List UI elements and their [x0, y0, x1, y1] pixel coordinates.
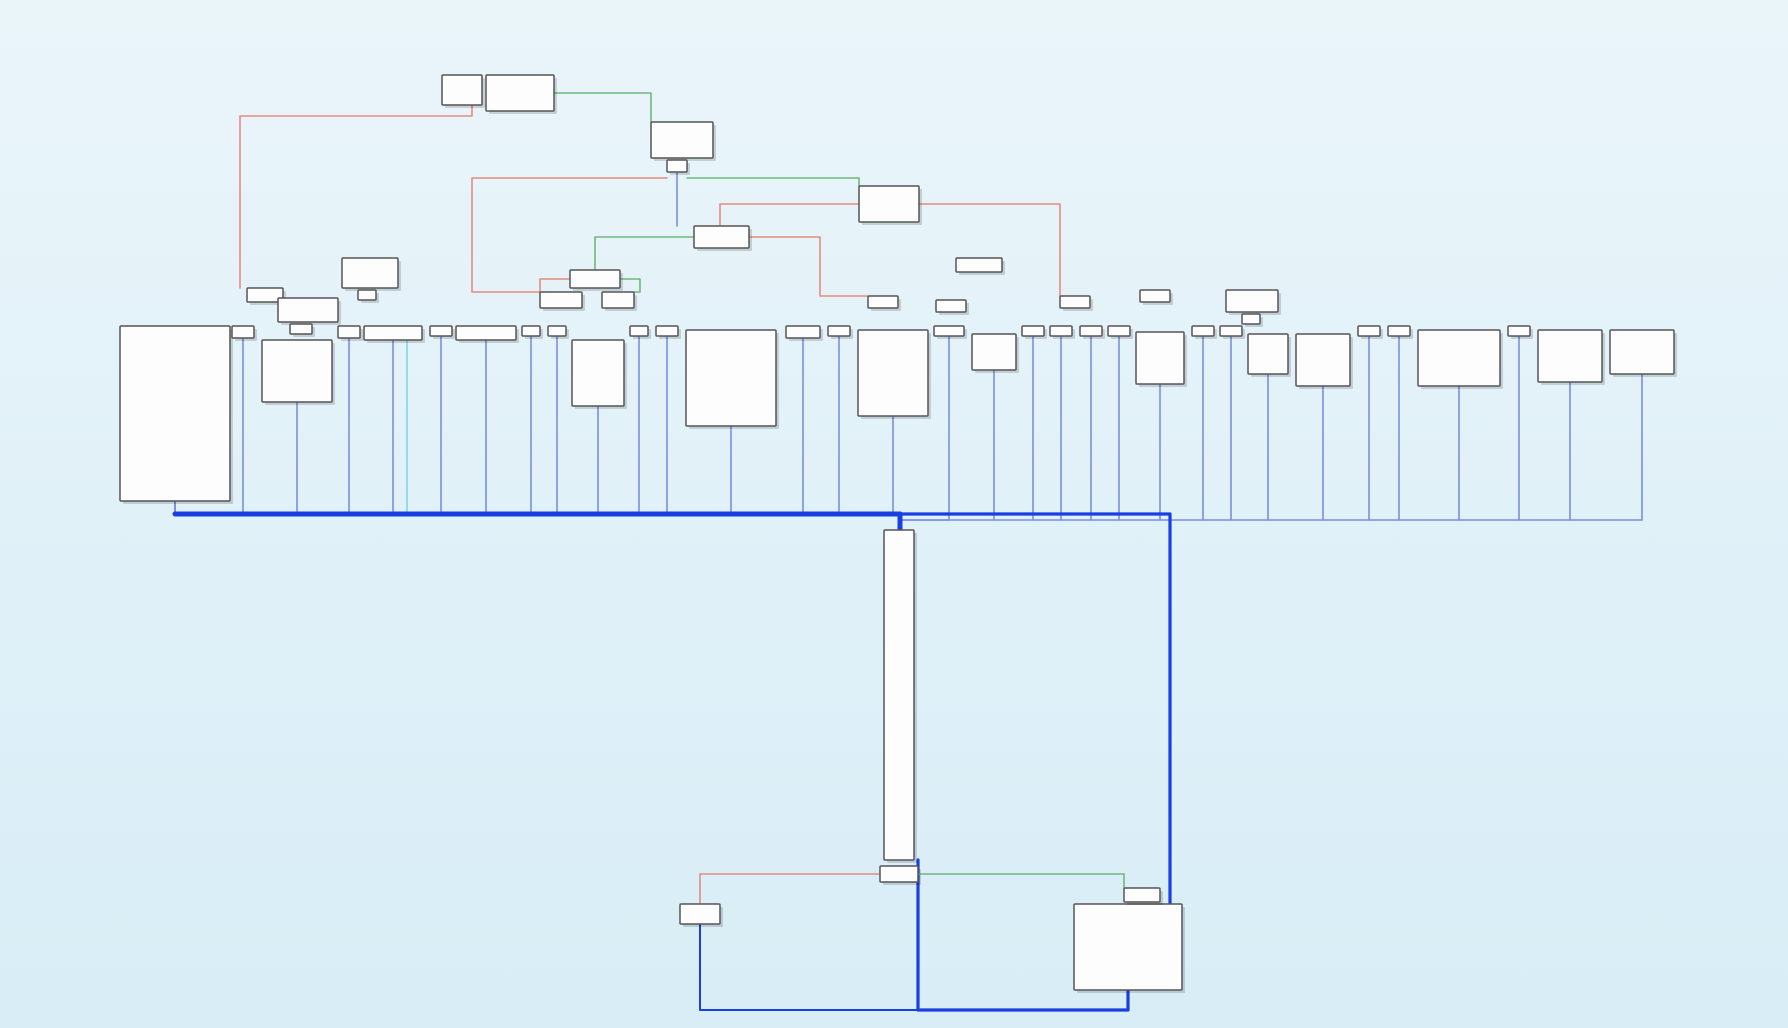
edge-8 — [595, 237, 694, 270]
diagram-canvas — [0, 0, 1788, 1028]
node-b24 — [1220, 326, 1242, 336]
node-b13 — [786, 326, 820, 338]
node-b5 — [430, 326, 452, 336]
node-b10 — [630, 326, 648, 336]
node-c1s — [880, 866, 918, 882]
node-b0 — [120, 326, 230, 501]
node-b6 — [456, 326, 516, 340]
edge-51 — [700, 924, 918, 1010]
node-s4 — [956, 258, 1002, 272]
node-b7 — [522, 326, 540, 336]
edge-50 — [918, 874, 1124, 888]
node-s9 — [1226, 290, 1278, 312]
nodes-layer — [120, 75, 1677, 993]
node-b27 — [1358, 326, 1380, 336]
node-b11 — [656, 326, 678, 336]
node-m3 — [602, 292, 634, 308]
node-b8 — [548, 326, 566, 336]
node-b31 — [1538, 330, 1602, 382]
node-b28 — [1388, 326, 1410, 336]
node-b1 — [232, 326, 254, 338]
node-s10 — [1242, 314, 1260, 324]
edge-46 — [900, 514, 1170, 904]
node-s5 — [868, 296, 898, 308]
edge-6 — [919, 204, 1060, 296]
node-d2s — [1124, 888, 1160, 902]
node-b19 — [1050, 326, 1072, 336]
node-b3 — [338, 326, 360, 338]
node-d2 — [1074, 904, 1182, 990]
node-b16 — [934, 326, 964, 336]
node-s3s — [358, 290, 376, 300]
edge-9 — [540, 279, 570, 292]
node-s6 — [936, 300, 966, 312]
edge-7 — [750, 237, 868, 296]
edge-4 — [687, 178, 859, 186]
node-s7 — [1060, 296, 1090, 308]
node-b22 — [1136, 332, 1184, 384]
node-t2s — [667, 160, 687, 172]
node-b20 — [1080, 326, 1102, 336]
edge-0 — [240, 75, 472, 288]
edge-44 — [900, 374, 1642, 520]
node-b17 — [972, 334, 1016, 370]
node-b4 — [364, 326, 422, 340]
node-m1 — [570, 270, 620, 288]
node-t1a — [442, 75, 482, 105]
node-t4 — [694, 226, 749, 248]
node-b26 — [1296, 334, 1350, 386]
node-s2 — [278, 298, 338, 322]
node-t2 — [651, 122, 713, 158]
node-t1b — [486, 75, 554, 111]
node-b15 — [858, 330, 928, 416]
edge-49 — [700, 874, 880, 904]
node-s2s — [290, 324, 312, 334]
node-s8 — [1140, 290, 1170, 302]
node-b29 — [1418, 330, 1500, 386]
node-b18 — [1022, 326, 1044, 336]
node-b14 — [828, 326, 850, 336]
node-s3 — [342, 258, 398, 288]
node-b30 — [1508, 326, 1530, 336]
node-b9 — [572, 340, 624, 406]
node-d1 — [680, 904, 720, 924]
node-m2 — [540, 292, 582, 308]
node-t3 — [859, 186, 919, 222]
node-c1 — [884, 530, 914, 860]
node-b12 — [686, 330, 776, 426]
node-b23 — [1192, 326, 1214, 336]
node-b32 — [1610, 330, 1674, 374]
edge-5 — [720, 204, 859, 226]
node-b25 — [1248, 334, 1288, 374]
node-b2 — [262, 340, 332, 402]
node-b21 — [1108, 326, 1130, 336]
